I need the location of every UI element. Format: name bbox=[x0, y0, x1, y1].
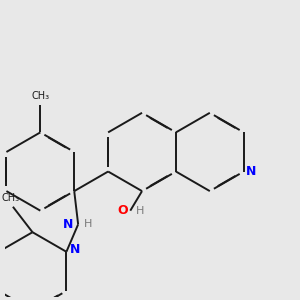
Text: H: H bbox=[84, 219, 92, 230]
Text: CH₃: CH₃ bbox=[31, 91, 50, 101]
Text: N: N bbox=[246, 165, 256, 178]
Text: O: O bbox=[118, 204, 128, 217]
Text: N: N bbox=[70, 243, 81, 256]
Text: CH₃: CH₃ bbox=[2, 193, 20, 203]
Text: H: H bbox=[136, 206, 145, 216]
Text: N: N bbox=[63, 218, 74, 231]
